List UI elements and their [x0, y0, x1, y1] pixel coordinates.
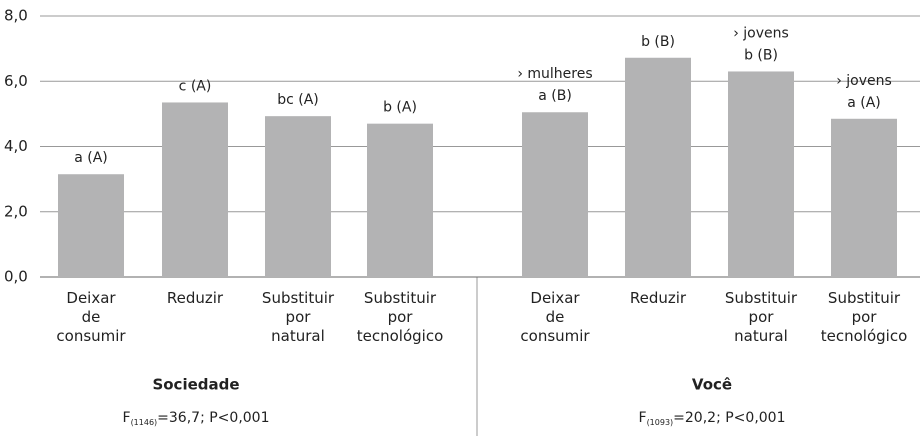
x-tick-label: Substituir por natural [261, 289, 335, 345]
x-tick-label: Reduzir [629, 289, 687, 307]
y-tick-label: 6,0 [4, 72, 28, 90]
value-label: b (B) [744, 47, 778, 63]
stat-text: F(1093)=20,2; P<0,001 [639, 410, 786, 427]
value-label: c (A) [179, 78, 212, 94]
bar [367, 123, 433, 277]
bar [831, 118, 897, 277]
bar [58, 174, 124, 277]
value-label: a (A) [74, 150, 108, 166]
stat-text-main: =36,7; P<0,001 [157, 410, 269, 426]
annotation: › jovens [836, 73, 892, 89]
stat-subscript: (1146) [131, 418, 158, 427]
annotation: › jovens [733, 25, 789, 41]
y-tick-label: 2,0 [4, 202, 28, 220]
x-tick-label: Substituir por natural [724, 289, 798, 345]
x-tick-label: Deixar de consumir [520, 289, 590, 345]
group-label: Sociedade [152, 376, 239, 394]
bar [625, 57, 691, 278]
x-tick-label: Deixar de consumir [56, 289, 126, 345]
value-label: a (B) [538, 88, 572, 104]
y-tick-label: 8,0 [4, 7, 28, 25]
group-label: Você [692, 376, 732, 394]
y-tick-label: 0,0 [4, 268, 28, 286]
x-tick-label: Substituir por tecnológico [820, 289, 908, 345]
value-label: a (A) [847, 95, 881, 111]
x-tick-label: Reduzir [166, 289, 224, 307]
bar [265, 116, 331, 277]
stat-text: F(1146)=36,7; P<0,001 [123, 410, 270, 427]
stat-symbol: F [123, 410, 131, 426]
value-label: b (A) [383, 100, 417, 116]
x-tick-label: Substituir por tecnológico [356, 289, 444, 345]
bar [522, 112, 588, 278]
annotation: › mulheres [517, 66, 592, 82]
value-label: b (B) [641, 34, 675, 50]
bar [728, 71, 794, 278]
stat-text-main: =20,2; P<0,001 [673, 410, 785, 426]
bar [162, 102, 228, 277]
stat-subscript: (1093) [647, 418, 674, 427]
y-tick-label: 4,0 [4, 137, 28, 155]
value-label: bc (A) [277, 92, 319, 108]
stat-symbol: F [639, 410, 647, 426]
